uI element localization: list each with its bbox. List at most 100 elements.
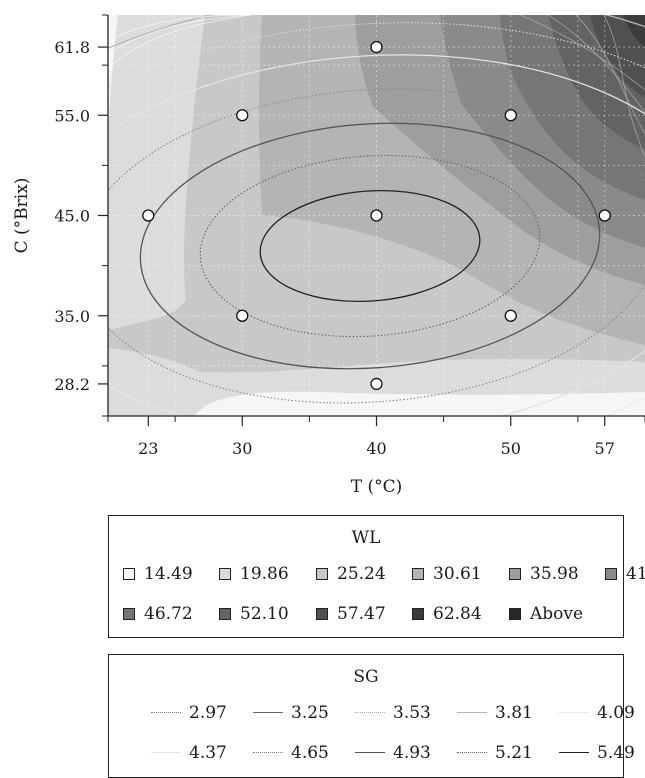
x-axis-label: T (°C)	[351, 477, 403, 497]
sg-legend-line	[457, 752, 487, 753]
sg-legend-label: 4.37	[189, 743, 227, 763]
wl-region-57.47	[590, 15, 645, 98]
wl-legend-label: 14.49	[144, 564, 193, 584]
wl-region-62.84	[622, 15, 645, 48]
wl-legend-label: 62.84	[433, 604, 482, 624]
wl-legend-item: 35.98	[509, 564, 579, 584]
sg-contour-4.37	[108, 54, 645, 416]
sg-legend-label: 2.97	[189, 703, 227, 723]
wl-legend-title: WL	[351, 528, 381, 548]
sg-legend-title: SG	[353, 667, 379, 687]
design-point	[370, 209, 383, 222]
wl-legend-item: 52.10	[219, 604, 289, 624]
y-tick-label: 55.0	[54, 106, 90, 125]
y-axis-label: C (°Brix)	[12, 178, 32, 254]
wl-legend-label: 57.47	[337, 604, 386, 624]
sg-legend-item: 4.37	[151, 743, 227, 763]
design-point	[142, 209, 155, 222]
design-point	[370, 40, 383, 54]
sg-legend-label: 4.93	[393, 743, 431, 763]
sg-legend-label: 5.21	[495, 743, 533, 763]
wl-legend-item: 62.84	[412, 604, 482, 624]
y-tick-label: 28.2	[54, 375, 90, 394]
design-point	[370, 377, 383, 391]
y-tick-label: 45.0	[54, 207, 90, 226]
wl-legend-swatch	[509, 608, 521, 620]
wl-region-14.49	[108, 15, 118, 130]
sg-legend-line	[355, 752, 385, 753]
sg-contour-5.49	[259, 189, 481, 303]
wl-legend-label: 41.35	[626, 564, 645, 584]
sg-legend-label: 4.65	[291, 743, 329, 763]
sg-contour-corner	[108, 15, 251, 55]
sg-legend-line	[355, 712, 385, 713]
wl-legend-swatch	[412, 568, 424, 580]
design-point	[236, 309, 249, 322]
wl-legend-swatch	[605, 568, 617, 580]
sg-legend-item: 3.25	[253, 703, 329, 723]
sg-contour-4.93	[139, 122, 601, 370]
wl-filled-regions	[108, 15, 645, 416]
sg-legend-label: 3.25	[291, 703, 329, 723]
sg-legend-line	[559, 712, 589, 713]
wl-legend-swatch	[219, 608, 231, 620]
x-tick-label: 50	[501, 439, 521, 458]
wl-legend-label: 35.98	[530, 564, 579, 584]
sg-contour-corner	[108, 15, 251, 41]
wl-legend-item: 46.72	[123, 604, 193, 624]
sg-legend-line	[253, 712, 283, 713]
sg-legend: SG 2.97 3.25 3.53 3.81 4.09 4.37 4.65 4.93 5.21 5…	[108, 654, 635, 778]
wl-legend-swatch	[123, 568, 135, 580]
wl-legend-label: 46.72	[144, 604, 193, 624]
design-point	[598, 209, 611, 222]
sg-legend-label: 3.53	[393, 703, 431, 723]
wl-legend-item: 25.24	[316, 564, 386, 584]
sg-contour-corner	[519, 15, 645, 91]
sg-legend-item: 4.93	[355, 743, 431, 763]
sg-contour-corner	[108, 15, 251, 69]
sg-legend-item: 4.09	[559, 703, 635, 723]
sg-legend-item: 2.97	[151, 703, 227, 723]
wl-legend-swatch	[412, 608, 424, 620]
x-tick-label: 57	[595, 439, 615, 458]
sg-legend-label: 3.81	[495, 703, 533, 723]
wl-region-19.86	[108, 15, 205, 330]
wl-legend-label: 52.10	[240, 604, 289, 624]
sg-contours	[108, 15, 645, 416]
sg-legend-label: 4.09	[597, 703, 635, 723]
x-tick-label: 23	[138, 439, 158, 458]
x-tick-label: 40	[366, 439, 386, 458]
sg-contour-corner	[603, 15, 645, 157]
contour-chart: 23 30 40 50 57 28.2 35.0 45.0 55.0 61.8 T (°C) C (°…	[12, 14, 645, 497]
sg-contour-corner	[547, 15, 645, 113]
wl-legend-swatch	[316, 568, 328, 580]
wl-legend-item: 41.35	[605, 564, 645, 584]
wl-legend-item: 57.47	[316, 604, 386, 624]
x-tick-label: 30	[232, 439, 252, 458]
wl-legend-swatch	[219, 568, 231, 580]
sg-legend-item: 3.53	[355, 703, 431, 723]
sg-legend-line	[559, 752, 589, 753]
sg-legend-label: 5.49	[597, 743, 635, 763]
wl-legend-label: 25.24	[337, 564, 386, 584]
wl-legend-label: 30.61	[433, 564, 482, 584]
wl-legend-swatch	[316, 608, 328, 620]
wl-legend-label: Above	[530, 604, 584, 624]
sg-legend-line	[151, 712, 181, 713]
design-point	[236, 109, 249, 122]
sg-legend-item: 5.21	[457, 743, 533, 763]
wl-legend-swatch	[123, 608, 135, 620]
y-tick-label: 61.8	[54, 38, 90, 57]
sg-contour-corner	[575, 15, 645, 135]
sg-legend-line	[457, 712, 487, 713]
design-point	[504, 109, 517, 122]
wl-legend-swatch	[509, 568, 521, 580]
wl-legend-item: 14.49	[123, 564, 193, 584]
wl-legend-item: 19.86	[219, 564, 289, 584]
sg-contour-5.21	[199, 154, 541, 338]
sg-legend-line	[253, 752, 283, 753]
sg-legend-item: 3.81	[457, 703, 533, 723]
sg-legend-item: 5.49	[559, 743, 635, 763]
wl-legend: WL 14.49 19.86 25.24 30.61 35.98 41.35 46.72 52…	[108, 515, 645, 638]
